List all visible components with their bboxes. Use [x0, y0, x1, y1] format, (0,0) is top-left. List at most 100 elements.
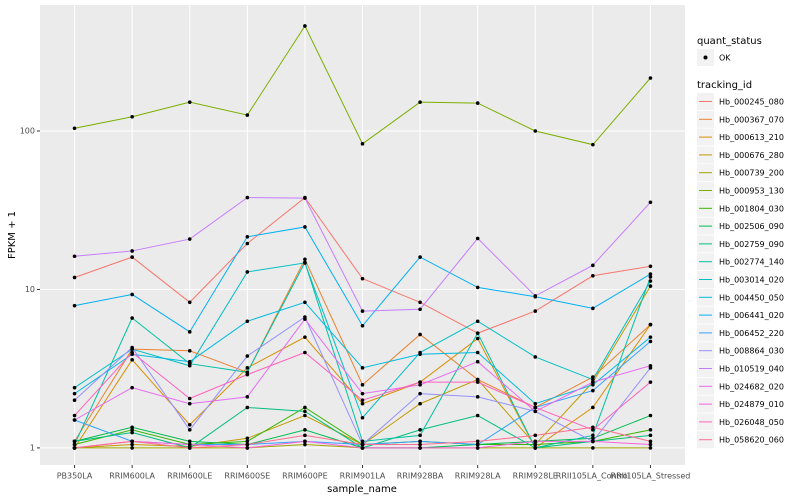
- point: [475, 446, 480, 450]
- legend-label: Hb_002506_090: [719, 222, 784, 231]
- point: [72, 446, 77, 450]
- point: [648, 322, 653, 327]
- point: [187, 100, 192, 104]
- point: [360, 323, 365, 328]
- point: [648, 275, 653, 279]
- point: [648, 284, 653, 288]
- point: [475, 101, 480, 105]
- legend-label: OK: [719, 54, 731, 63]
- point: [303, 442, 307, 447]
- point: [303, 225, 307, 229]
- y-tick-label: 10: [25, 285, 35, 294]
- point: [187, 359, 192, 364]
- point: [475, 319, 480, 324]
- point: [187, 349, 192, 353]
- point: [418, 307, 422, 312]
- x-tick-label: RRIM928LE: [513, 472, 558, 481]
- point: [187, 428, 192, 432]
- point: [130, 442, 134, 447]
- point: [475, 413, 480, 418]
- point: [245, 405, 250, 410]
- point: [245, 319, 250, 324]
- point: [418, 401, 422, 406]
- point: [360, 142, 365, 146]
- point: [360, 442, 365, 447]
- point: [360, 366, 365, 370]
- point: [187, 237, 192, 241]
- legend-label: Hb_002774_140: [719, 258, 784, 267]
- point: [591, 446, 595, 450]
- point: [591, 377, 595, 382]
- point: [533, 309, 538, 313]
- point: [130, 292, 134, 297]
- point: [475, 377, 480, 382]
- point: [303, 24, 307, 28]
- point: [533, 129, 538, 133]
- point: [418, 383, 422, 387]
- point: [72, 442, 77, 447]
- x-tick-label: RRIM928BA: [397, 472, 444, 481]
- point: [648, 200, 653, 205]
- point: [360, 309, 365, 313]
- legend-title: tracking_id: [697, 80, 752, 91]
- point: [187, 330, 192, 334]
- point: [475, 285, 480, 290]
- point: [418, 380, 422, 384]
- point: [187, 446, 192, 450]
- point: [648, 413, 653, 418]
- point: [303, 413, 307, 418]
- point: [475, 336, 480, 341]
- y-tick-label: 100: [20, 126, 35, 135]
- point: [245, 366, 250, 370]
- point: [418, 439, 422, 444]
- point: [245, 113, 250, 117]
- legend-label: Hb_024879_010: [719, 400, 784, 409]
- point: [533, 294, 538, 298]
- point: [72, 303, 77, 308]
- point: [418, 300, 422, 305]
- point: [418, 332, 422, 337]
- point: [648, 339, 653, 344]
- point: [72, 254, 77, 259]
- point: [72, 391, 77, 396]
- point: [418, 255, 422, 259]
- x-tick-label: RRIM600LE: [167, 472, 212, 481]
- point: [533, 439, 538, 444]
- legend-title: quant_status: [697, 36, 762, 47]
- point: [648, 439, 653, 444]
- point: [72, 398, 77, 403]
- point: [130, 446, 134, 450]
- point: [418, 428, 422, 432]
- point: [591, 436, 595, 441]
- point: [130, 345, 134, 350]
- point: [418, 442, 422, 447]
- point: [130, 385, 134, 390]
- point: [475, 442, 480, 447]
- point: [130, 425, 134, 430]
- legend-label: Hb_008864_030: [719, 347, 784, 356]
- point: [591, 263, 595, 268]
- x-tick-label: PB350LA: [57, 472, 93, 481]
- point: [418, 352, 422, 357]
- point: [303, 350, 307, 355]
- point: [591, 439, 595, 444]
- x-tick-label: RRIM600PE: [282, 472, 328, 481]
- legend-label: Hb_000953_130: [719, 187, 784, 196]
- point: [130, 430, 134, 435]
- point: [72, 385, 77, 390]
- point: [360, 398, 365, 403]
- point: [303, 261, 307, 265]
- point: [245, 436, 250, 441]
- x-tick-label: RRIM600SE: [224, 472, 270, 481]
- point: [130, 357, 134, 362]
- point: [475, 350, 480, 355]
- point: [245, 241, 250, 246]
- point: [360, 391, 365, 396]
- y-axis-title: FPKM + 1: [7, 211, 18, 259]
- point: [360, 439, 365, 444]
- point: [187, 363, 192, 368]
- point: [648, 363, 653, 368]
- point: [130, 350, 134, 355]
- y-tick-label: 1: [30, 443, 35, 452]
